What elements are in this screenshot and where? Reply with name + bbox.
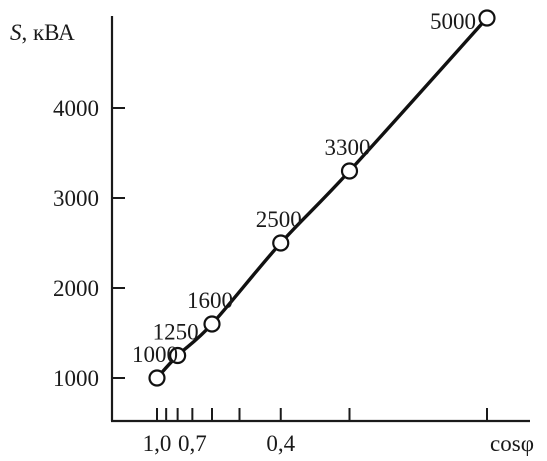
data-marker-0 — [148, 369, 166, 387]
tick-labels: 1,0 0,7 0,4 1000 2000 3000 4000 — [53, 96, 296, 456]
data-label-3: 2500 — [256, 207, 302, 232]
y-tick-label-0: 1000 — [53, 366, 99, 391]
data-label-0: 1000 — [132, 342, 178, 367]
data-label-4: 3300 — [325, 135, 371, 160]
data-markers — [148, 9, 496, 387]
data-label-1: 1250 — [153, 320, 199, 345]
data-label-2: 1600 — [187, 288, 233, 313]
y-tick-label-1: 2000 — [53, 276, 99, 301]
x-tick-label-0: 1,0 — [143, 431, 172, 456]
axes — [110, 16, 530, 423]
data-marker-5 — [478, 9, 496, 27]
data-marker-1 — [169, 346, 187, 365]
y-axis-label-symbol: S — [10, 20, 22, 45]
y-tick-label-3: 4000 — [53, 96, 99, 121]
x-tick-label-6: 0,4 — [266, 431, 295, 456]
x-axis-label: cosφ — [490, 431, 534, 456]
data-marker-2 — [203, 315, 221, 333]
data-label-5: 5000 — [430, 9, 476, 34]
data-marker-3 — [272, 234, 290, 252]
x-tick-label-3: 0,7 — [178, 431, 207, 456]
y-axis-label: S, кВА — [10, 20, 75, 45]
data-marker-4 — [340, 162, 359, 180]
ticks — [112, 107, 488, 421]
y-axis-label-unit: , кВА — [22, 20, 76, 45]
y-tick-label-2: 3000 — [53, 186, 99, 211]
